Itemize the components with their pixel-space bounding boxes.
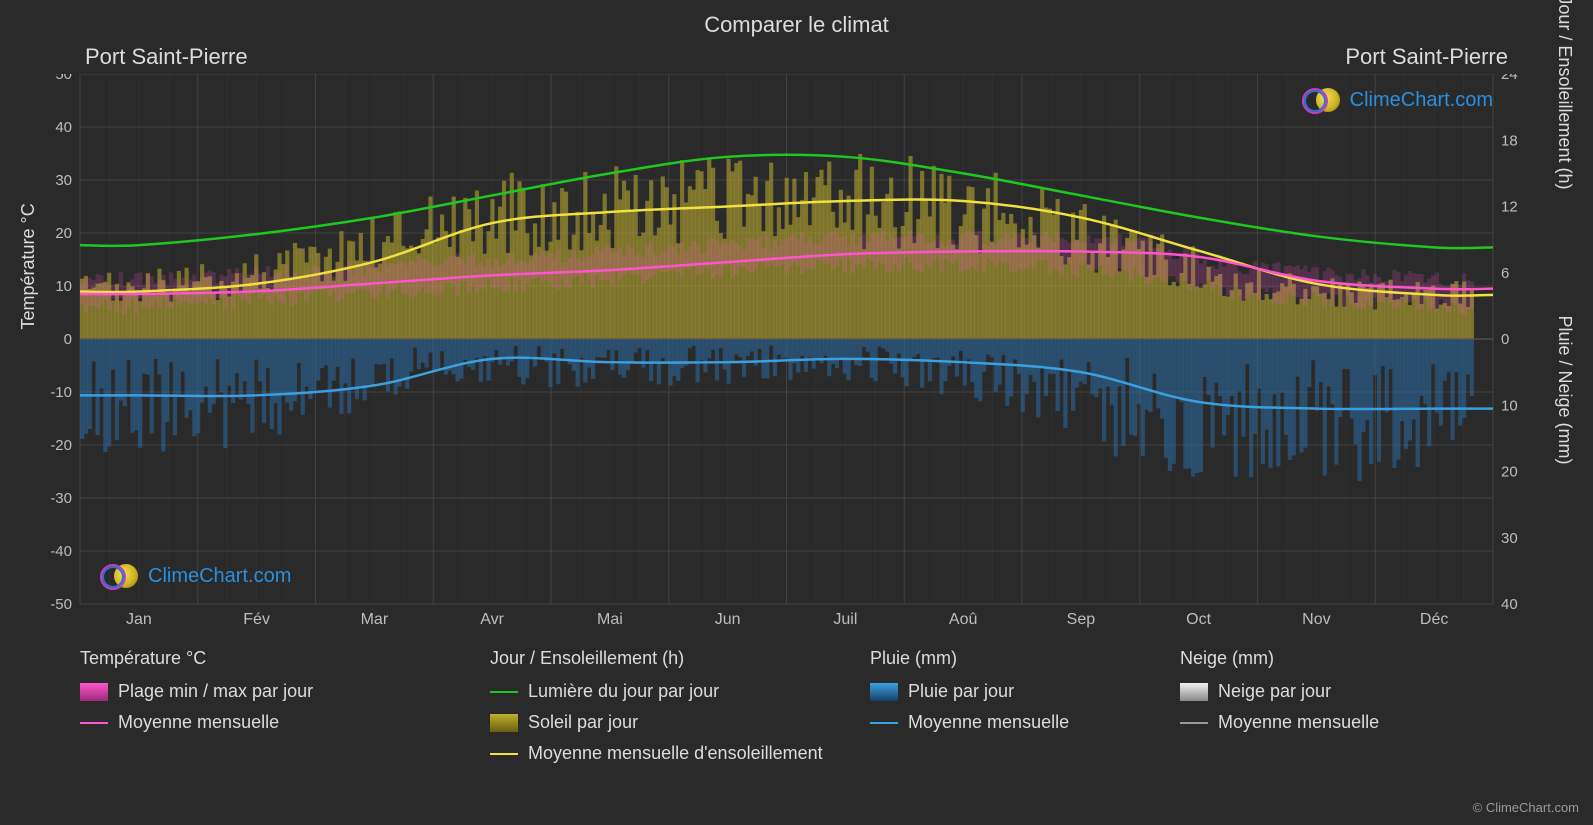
legend-label: Plage min / max par jour <box>118 681 313 702</box>
legend-col-rain: Pluie (mm) Pluie par jour Moyenne mensue… <box>870 648 1180 764</box>
brand-logo-icon <box>1302 88 1342 112</box>
y-axis-right-bottom-label: Pluie / Neige (mm) <box>1554 315 1575 464</box>
brand-logo-top-right: ClimeChart.com <box>1302 88 1493 112</box>
chart-plot-area: -50-40-30-20-100102030405006121824102030… <box>80 74 1493 604</box>
chart-legend: Température °C Plage min / max par jour … <box>80 648 1493 764</box>
copyright-text: © ClimeChart.com <box>1473 800 1579 815</box>
legend-swatch-line <box>870 722 898 724</box>
legend-header: Jour / Ensoleillement (h) <box>490 648 870 669</box>
legend-item: Moyenne mensuelle <box>870 712 1180 733</box>
legend-item: Moyenne mensuelle <box>1180 712 1480 733</box>
legend-header: Température °C <box>80 648 490 669</box>
legend-label: Moyenne mensuelle d'ensoleillement <box>528 743 823 764</box>
legend-swatch-line <box>80 722 108 724</box>
svg-text:-30: -30 <box>50 490 72 507</box>
legend-item: Lumière du jour par jour <box>490 681 870 702</box>
legend-item: Moyenne mensuelle d'ensoleillement <box>490 743 870 764</box>
svg-text:Déc: Déc <box>1420 611 1448 628</box>
legend-item: Soleil par jour <box>490 712 870 733</box>
svg-text:Mar: Mar <box>361 611 389 628</box>
svg-text:Nov: Nov <box>1302 611 1330 628</box>
svg-text:Oct: Oct <box>1186 611 1211 628</box>
svg-text:0: 0 <box>64 331 72 348</box>
svg-text:24: 24 <box>1501 74 1518 83</box>
legend-label: Soleil par jour <box>528 712 638 733</box>
svg-text:18: 18 <box>1501 132 1518 149</box>
svg-text:6: 6 <box>1501 265 1509 282</box>
legend-swatch-gradient <box>490 714 518 732</box>
svg-text:20: 20 <box>1501 464 1518 481</box>
svg-text:-20: -20 <box>50 437 72 454</box>
chart-title: Comparer le climat <box>0 12 1593 38</box>
chart-svg: -50 -40 -30 -20 -10 0 10 20 30 40 50 0 6 12 18 24 10 20 30… <box>35 74 1538 634</box>
legend-header: Pluie (mm) <box>870 648 1180 669</box>
svg-text:Aoû: Aoû <box>949 611 977 628</box>
legend-col-snow: Neige (mm) Neige par jour Moyenne mensue… <box>1180 648 1480 764</box>
legend-label: Lumière du jour par jour <box>528 681 719 702</box>
svg-text:Sep: Sep <box>1067 611 1096 628</box>
svg-text:10: 10 <box>55 278 72 295</box>
brand-logo-text: ClimeChart.com <box>148 565 291 588</box>
svg-text:30: 30 <box>1501 530 1518 547</box>
svg-text:-40: -40 <box>50 543 72 560</box>
svg-text:40: 40 <box>1501 596 1518 613</box>
legend-header: Neige (mm) <box>1180 648 1480 669</box>
svg-text:0: 0 <box>1501 331 1509 348</box>
legend-item: Neige par jour <box>1180 681 1480 702</box>
svg-text:20: 20 <box>55 225 72 242</box>
legend-swatch-line <box>1180 722 1208 724</box>
legend-label: Neige par jour <box>1218 681 1331 702</box>
legend-swatch-line <box>490 691 518 693</box>
location-label-right: Port Saint-Pierre <box>1345 44 1508 70</box>
legend-swatch-gradient <box>80 683 108 701</box>
location-label-left: Port Saint-Pierre <box>85 44 248 70</box>
legend-item: Pluie par jour <box>870 681 1180 702</box>
svg-text:Jan: Jan <box>126 611 152 628</box>
svg-text:Juil: Juil <box>833 611 857 628</box>
svg-text:10: 10 <box>1501 397 1518 414</box>
brand-logo-icon <box>100 564 140 588</box>
svg-text:30: 30 <box>55 172 72 189</box>
legend-item: Plage min / max par jour <box>80 681 490 702</box>
svg-text:-10: -10 <box>50 384 72 401</box>
legend-label: Moyenne mensuelle <box>1218 712 1379 733</box>
brand-logo-bottom-left: ClimeChart.com <box>100 564 291 588</box>
legend-swatch-gradient <box>870 683 898 701</box>
brand-logo-text: ClimeChart.com <box>1350 89 1493 112</box>
legend-col-daylight: Jour / Ensoleillement (h) Lumière du jou… <box>490 648 870 764</box>
svg-text:Fév: Fév <box>243 611 270 628</box>
svg-text:Mai: Mai <box>597 611 623 628</box>
legend-swatch-line <box>490 753 518 755</box>
svg-text:40: 40 <box>55 119 72 136</box>
legend-label: Moyenne mensuelle <box>908 712 1069 733</box>
svg-text:Jun: Jun <box>715 611 741 628</box>
svg-text:50: 50 <box>55 74 72 83</box>
legend-col-temperature: Température °C Plage min / max par jour … <box>80 648 490 764</box>
y-axis-right-top-label: Jour / Ensoleillement (h) <box>1554 0 1575 190</box>
svg-text:Avr: Avr <box>480 611 504 628</box>
legend-swatch-gradient <box>1180 683 1208 701</box>
legend-label: Moyenne mensuelle <box>118 712 279 733</box>
climate-chart-root: Comparer le climat Port Saint-Pierre Por… <box>0 0 1593 825</box>
legend-label: Pluie par jour <box>908 681 1014 702</box>
svg-text:-50: -50 <box>50 596 72 613</box>
legend-item: Moyenne mensuelle <box>80 712 490 733</box>
svg-text:12: 12 <box>1501 199 1518 216</box>
